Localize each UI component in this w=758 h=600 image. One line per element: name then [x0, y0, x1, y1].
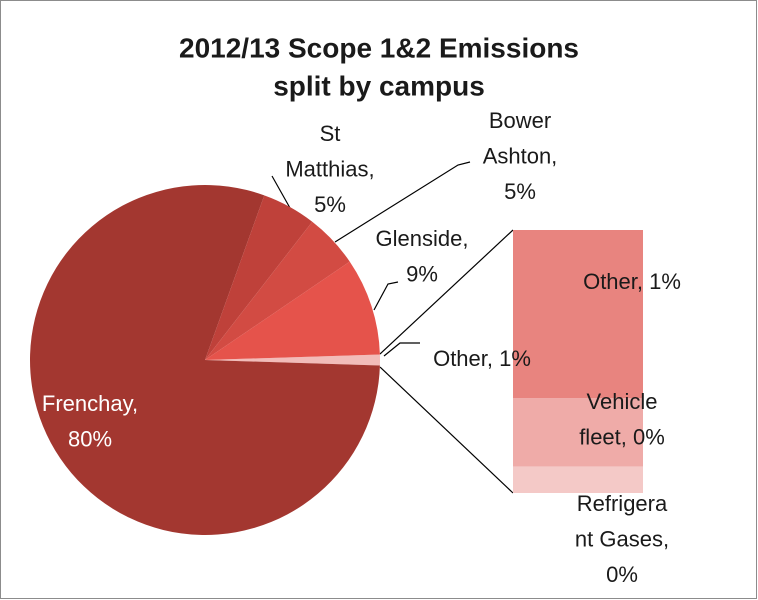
data-label: Frenchay, — [42, 391, 138, 416]
data-label: Other, 1% — [583, 269, 681, 294]
data-label: Other, 1% — [433, 346, 531, 371]
pie-slice — [205, 195, 313, 360]
bar-segment — [513, 398, 643, 467]
data-label: 5% — [504, 179, 536, 204]
data-label: fleet, 0% — [579, 424, 665, 449]
data-label: Matthias, — [285, 156, 374, 181]
bar-segment — [513, 230, 643, 399]
connector-line — [379, 366, 514, 494]
chart-title: split by campus — [273, 70, 485, 101]
data-label: 80% — [68, 426, 112, 451]
data-label: 5% — [314, 192, 346, 217]
pie-slice — [205, 221, 350, 360]
data-label: Ashton, — [483, 143, 558, 168]
data-label: 0% — [606, 562, 638, 587]
leader-line — [271, 175, 291, 209]
data-label: 9% — [406, 261, 438, 286]
bar-segment — [513, 466, 643, 493]
data-label: Bower — [489, 108, 551, 133]
chart-title: 2012/13 Scope 1&2 Emissions — [179, 32, 579, 63]
leader-line — [383, 342, 420, 357]
data-label: Vehicle — [587, 389, 658, 414]
data-label: St — [320, 121, 341, 146]
leader-line — [373, 281, 399, 311]
pie-slice — [205, 354, 381, 366]
connector-line — [379, 229, 514, 355]
data-label: Refrigera — [577, 491, 668, 516]
pie-slice — [30, 184, 380, 536]
leader-line — [334, 161, 471, 243]
data-label: nt Gases, — [575, 526, 669, 551]
data-label: Glenside, — [376, 226, 469, 251]
pie-slice — [205, 261, 380, 360]
